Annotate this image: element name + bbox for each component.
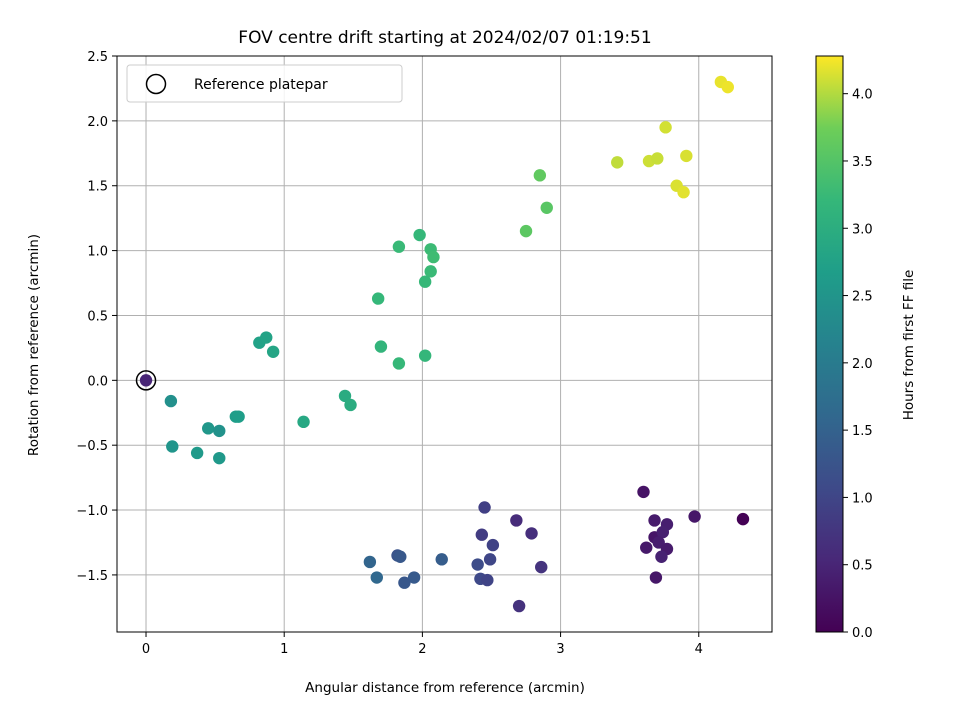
data-point — [680, 149, 693, 163]
data-point — [202, 422, 215, 435]
data-point — [232, 410, 245, 423]
colorbar-ticks: 0.0 0.5 1.0 1.5 2.0 2.5 3.0 3.5 4.0 — [843, 88, 873, 641]
data-point — [519, 224, 533, 238]
data-point — [427, 250, 440, 264]
reference-marker-layer — [135, 370, 157, 391]
y-tick-label: −1.0 — [76, 504, 108, 519]
reference-point-marker — [135, 370, 157, 391]
data-point — [651, 152, 664, 165]
data-point — [407, 571, 421, 584]
x-tick-label: 3 — [556, 642, 564, 657]
data-point — [611, 156, 624, 169]
data-point — [260, 331, 273, 344]
y-tick-label: −1.5 — [76, 569, 108, 584]
y-tick-label: 0.0 — [87, 374, 108, 389]
colorbar-tick-label: 2.5 — [852, 290, 873, 305]
colorbar-tick-label: 0.5 — [852, 559, 873, 574]
data-point — [655, 550, 668, 563]
data-point — [535, 560, 548, 574]
x-tick-label: 1 — [280, 642, 288, 657]
data-point — [370, 571, 383, 584]
data-point — [371, 292, 385, 305]
data-point — [164, 394, 178, 408]
data-point — [213, 451, 226, 465]
data-point — [525, 527, 538, 540]
data-point — [435, 553, 448, 566]
data-point — [424, 265, 437, 278]
data-point — [486, 538, 500, 552]
data-point — [475, 528, 489, 541]
data-point — [166, 440, 179, 453]
data-point — [648, 514, 661, 527]
data-point — [344, 398, 357, 412]
x-tick-label: 2 — [418, 642, 426, 657]
data-point — [640, 541, 653, 554]
x-tick-label: 0 — [142, 642, 150, 657]
colorbar: 0.0 0.5 1.0 1.5 2.0 2.5 3.0 3.5 4.0 Hours from f… — [815, 55, 917, 641]
y-tick-label: 2.5 — [87, 50, 108, 65]
data-point — [413, 228, 426, 242]
data-point — [512, 599, 526, 613]
data-point — [659, 121, 672, 134]
data-point — [338, 389, 352, 403]
data-point — [213, 424, 226, 438]
colorbar-tick-label: 2.0 — [852, 357, 873, 372]
x-axis-label: Angular distance from reference (arcmin) — [305, 680, 585, 696]
data-point — [394, 550, 407, 563]
x-tick-label: 4 — [695, 642, 703, 657]
y-axis-label: Rotation from reference (arcmin) — [26, 234, 42, 456]
colorbar-label: Hours from first FF file — [901, 270, 917, 421]
data-point — [392, 357, 406, 370]
legend: Reference platepar — [126, 64, 403, 103]
data-point — [392, 240, 406, 253]
y-axis-ticks: −1.5 −1.0 −0.5 0.0 0.5 1.0 1.5 2.0 2.5 — [76, 50, 117, 584]
colorbar-gradient — [815, 55, 844, 633]
plot-frame — [116, 55, 773, 633]
y-tick-label: 1.5 — [87, 180, 108, 195]
legend-entry-label: Reference platepar — [194, 77, 328, 93]
chart-title: FOV centre drift starting at 2024/02/07 … — [238, 28, 651, 48]
colorbar-tick-label: 1.0 — [852, 491, 873, 506]
x-axis-ticks: 0 1 2 3 4 — [142, 632, 703, 657]
y-tick-label: 1.0 — [87, 245, 108, 260]
reference-point-fill — [139, 374, 153, 387]
data-point — [540, 201, 553, 214]
data-point — [363, 555, 377, 569]
data-point — [481, 573, 494, 587]
y-tick-label: 0.5 — [87, 309, 108, 324]
data-point — [483, 553, 497, 566]
data-point — [398, 576, 411, 589]
y-tick-label: −0.5 — [76, 439, 108, 454]
y-tick-label: 2.0 — [87, 115, 108, 130]
data-point — [478, 501, 491, 514]
colorbar-tick-label: 1.5 — [852, 424, 873, 439]
data-point — [721, 80, 734, 94]
colorbar-tick-label: 3.5 — [852, 155, 873, 170]
data-point — [649, 571, 663, 584]
data-point — [656, 525, 670, 539]
colorbar-tick-label: 0.0 — [852, 626, 873, 641]
legend-marker-icon — [145, 73, 167, 95]
data-point — [418, 275, 432, 288]
data-point — [637, 485, 650, 499]
data-point — [688, 510, 701, 523]
colorbar-tick-label: 4.0 — [852, 88, 873, 103]
data-point — [677, 186, 690, 199]
colorbar-tick-label: 3.0 — [852, 222, 873, 237]
data-point — [471, 558, 484, 571]
data-point — [418, 349, 432, 362]
grid — [117, 55, 772, 632]
data-point — [374, 340, 388, 353]
data-point — [266, 345, 280, 358]
data-point — [533, 169, 547, 182]
data-point — [510, 514, 523, 527]
data-point — [190, 446, 204, 460]
data-point — [736, 512, 750, 526]
legend-box — [126, 64, 403, 103]
data-point — [297, 415, 310, 429]
data-points — [164, 75, 750, 613]
